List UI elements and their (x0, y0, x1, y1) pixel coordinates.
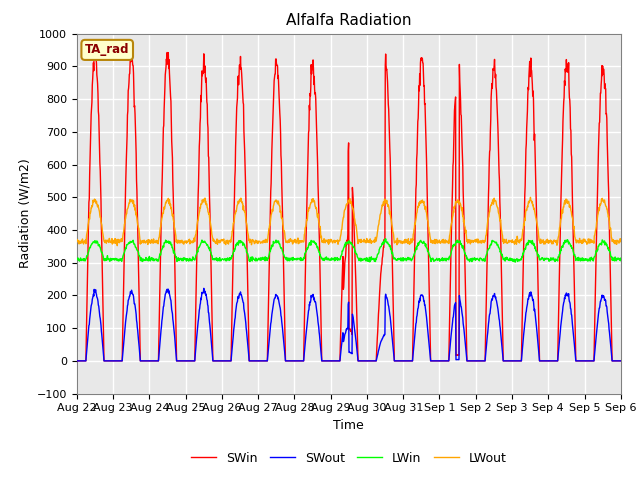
SWout (200, 286, 207, 291)
SWin (617, 358, 625, 364)
LWin (505, 257, 513, 263)
SWout (434, 358, 442, 364)
LWout (527, 194, 534, 200)
LWout (181, 239, 189, 244)
SWout (617, 358, 625, 364)
LWout (195, 217, 202, 223)
SWin (505, 358, 513, 364)
LWin (180, 257, 188, 263)
Title: Alfalfa Radiation: Alfalfa Radiation (286, 13, 412, 28)
Line: SWout: SWout (77, 288, 621, 361)
LWout (255, 239, 263, 244)
SWout (73, 358, 81, 364)
Line: LWin: LWin (77, 239, 621, 262)
SWin (553, 358, 561, 364)
LWout (505, 239, 513, 245)
SWin (90, 38, 98, 44)
LWin (511, 259, 519, 265)
SWout (180, 358, 188, 364)
LWin (553, 257, 561, 263)
LWin (617, 258, 625, 264)
LWin (194, 249, 202, 255)
Y-axis label: Radiation (W/m2): Radiation (W/m2) (18, 159, 31, 268)
SWout (553, 358, 561, 364)
SWin (255, 358, 263, 364)
SWout (194, 323, 202, 329)
X-axis label: Time: Time (333, 419, 364, 432)
LWin (255, 256, 262, 262)
LWin (434, 257, 442, 263)
SWout (505, 358, 513, 364)
LWout (113, 243, 121, 249)
LWout (434, 238, 442, 244)
LWout (73, 239, 81, 244)
Line: LWout: LWout (77, 197, 621, 246)
SWout (255, 358, 263, 364)
LWout (553, 242, 561, 248)
Text: TA_rad: TA_rad (85, 43, 129, 56)
Legend: SWin, SWout, LWin, LWout: SWin, SWout, LWin, LWout (186, 447, 512, 469)
SWin (181, 358, 189, 364)
LWin (382, 236, 390, 241)
LWin (73, 256, 81, 262)
SWin (195, 192, 202, 198)
LWout (617, 239, 625, 244)
Line: SWin: SWin (77, 41, 621, 361)
SWin (434, 358, 442, 364)
SWin (73, 358, 81, 364)
